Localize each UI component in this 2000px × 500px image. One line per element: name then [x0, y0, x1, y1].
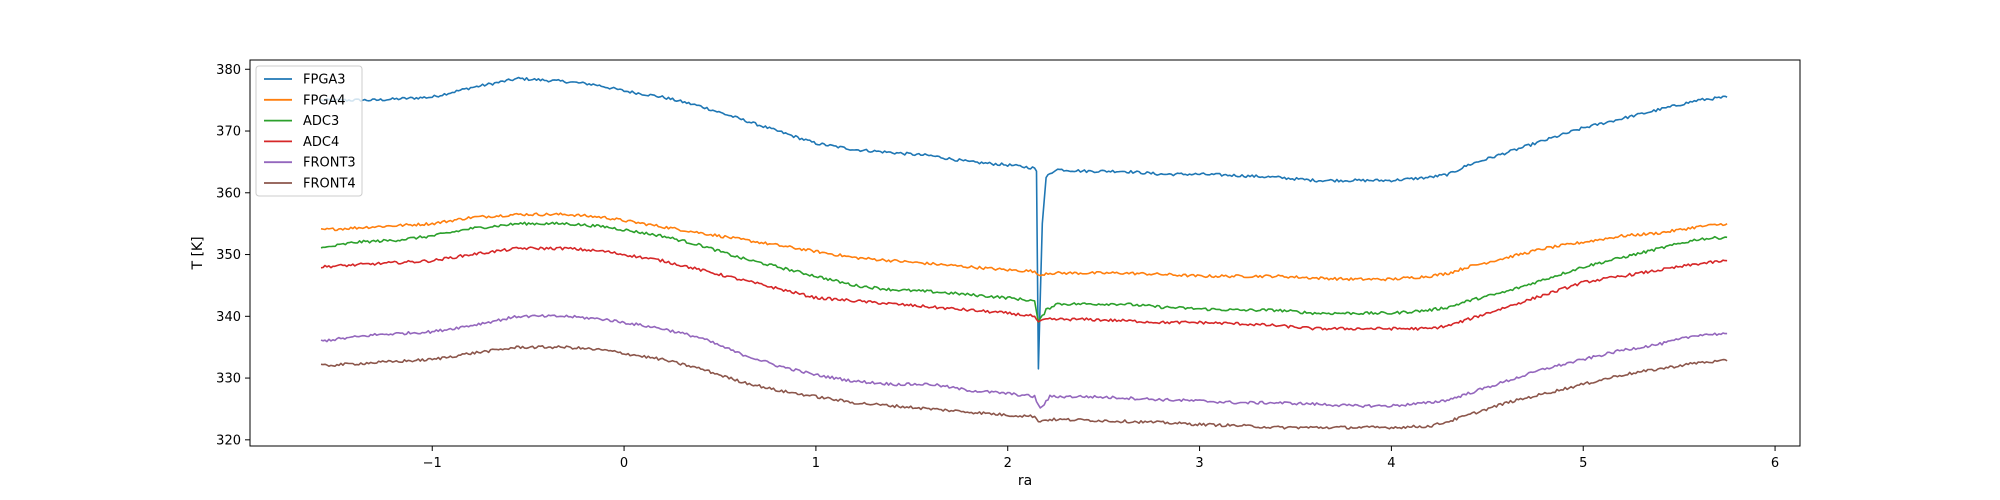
- x-tick-label: 4: [1387, 456, 1395, 471]
- legend-box: [255, 65, 363, 197]
- y-tick-label: 330: [216, 372, 241, 387]
- series-line-adc3: [320, 221, 1728, 324]
- y-tick-label: 350: [216, 248, 241, 263]
- y-tick-label: 370: [216, 125, 241, 140]
- y-tick-label: 360: [216, 186, 241, 201]
- x-tick-label: 2: [1004, 456, 1012, 471]
- series-layer: [320, 76, 1728, 430]
- legend-label-front4: FRONT4: [303, 177, 356, 192]
- series-line-front4: [320, 345, 1728, 430]
- x-tick-label: 3: [1195, 456, 1203, 471]
- plot-area: [250, 60, 1800, 446]
- x-axis-ticks: −1 0 1 2 3 4 5 6: [423, 446, 1779, 471]
- legend-label-fpga3: FPGA3: [303, 73, 346, 88]
- x-tick-label: 1: [812, 456, 820, 471]
- axes-layer: [249, 59, 1801, 447]
- x-axis-label: ra: [1018, 473, 1032, 489]
- series-line-fpga3: [320, 76, 1728, 370]
- y-axis-label: T [K]: [190, 236, 206, 270]
- x-tick-label: 0: [620, 456, 628, 471]
- y-axis-ticks: 320 330 340 350 360 370 380: [216, 63, 250, 448]
- y-tick-label: 380: [216, 63, 241, 78]
- legend-label-adc3: ADC3: [303, 114, 339, 129]
- series-line-adc4: [320, 246, 1728, 331]
- y-tick-label: 340: [216, 310, 241, 325]
- legend: FPGA3 FPGA4 ADC3 ADC4 FRONT3 FRONT4: [255, 65, 363, 197]
- plot-frame: [249, 59, 1801, 447]
- x-tick-label: 5: [1579, 456, 1587, 471]
- x-tick-label: 6: [1771, 456, 1779, 471]
- legend-label-adc4: ADC4: [303, 135, 339, 150]
- series-line-fpga4: [320, 212, 1728, 282]
- series-line-front3: [320, 314, 1728, 409]
- legend-label-fpga4: FPGA4: [303, 93, 346, 108]
- x-tick-label: −1: [423, 456, 442, 471]
- y-tick-label: 320: [216, 433, 241, 448]
- legend-label-front3: FRONT3: [303, 156, 356, 171]
